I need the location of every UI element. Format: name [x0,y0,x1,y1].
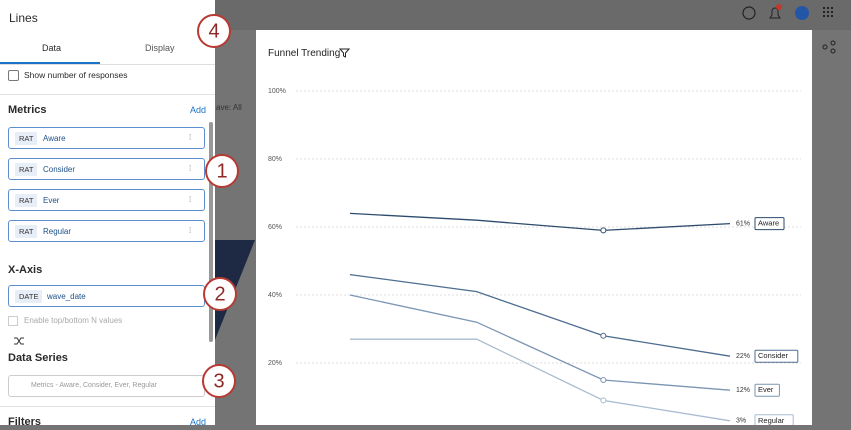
series-input[interactable]: Metrics - Aware, Consider, Ever, Regular [8,375,205,397]
checkbox[interactable] [8,316,18,326]
background-shape [215,240,255,340]
legend-label: Regular [758,416,785,425]
filter-icon[interactable] [338,48,351,58]
bell-icon[interactable] [769,7,781,19]
drag-handle: ⁞ [189,164,192,173]
legend-box [754,349,799,363]
field-tag: RAT [15,194,38,207]
top-bar [215,0,851,30]
y-tick-label: 100% [268,88,286,95]
y-tick-label: 80% [268,156,282,163]
field-label: wave_date [47,292,86,301]
checkbox-label: Enable top/bottom N values [24,316,123,325]
tab[interactable]: Data [42,43,62,53]
field-tag: RAT [15,163,38,176]
field-tag: RAT [15,225,38,238]
value-label: 22% [736,353,750,360]
y-tick-label: 40% [268,292,282,299]
y-tick-label: 60% [268,224,282,231]
avatar[interactable] [795,6,809,20]
y-tick-label: 20% [268,360,282,367]
drag-handle: ⁞ [189,195,192,204]
drag-handle: ⁞ [189,226,192,235]
divider [0,406,215,407]
series-line [349,212,731,232]
point [600,377,607,383]
tab-indicator [0,62,100,64]
checkbox[interactable] [8,70,19,81]
side-panel: Lines Data Display Show number of respon… [0,0,215,428]
background-filter: ave: All [216,103,242,112]
section-heading: Data Series [8,352,68,364]
placeholder: Metrics - Aware, Consider, Ever, Regular [31,382,157,389]
shuffle-icon[interactable] [13,336,25,346]
divider [0,64,215,65]
chart-card: Funnel Trending 20% 40% 60% 80% 100% 61% Aware… [256,30,812,428]
chart-title: Funnel Trending [268,48,340,59]
share-icon[interactable] [822,40,836,54]
metric-item[interactable]: RAT Consider ⁞ [8,158,205,180]
series-line [349,294,731,391]
legend-box [754,217,785,231]
toolbar-icons [742,4,836,54]
point [600,397,607,404]
series-line [350,338,731,422]
field-label: Regular [43,227,72,236]
section-heading: Filters [8,416,42,428]
section-heading: Metrics [8,104,47,116]
tab[interactable]: Display [145,43,175,53]
point [600,227,607,234]
field-label: Aware [43,134,66,143]
annotation-number: 1 [216,160,227,182]
metric-item[interactable]: RAT Aware ⁞ [8,127,205,149]
value-label: 12% [736,387,750,394]
metric-item[interactable]: RAT Ever ⁞ [8,189,205,211]
annotation-number: 3 [213,370,224,392]
x-axis-field[interactable]: DATE wave_date [8,285,205,307]
apps-icon[interactable] [823,7,833,17]
panel-title[interactable]: Lines [9,11,38,25]
drag-handle: ⁞ [189,133,192,142]
add-button[interactable]: Add [190,105,207,115]
divider [0,94,215,95]
metric-item[interactable]: RAT Regular ⁞ [8,220,205,242]
section-heading: X-Axis [8,264,43,276]
legend-label: Aware [758,219,779,228]
legend-box [754,383,780,397]
legend-label: Consider [758,351,789,360]
value-label: 3% [736,418,746,425]
point [600,332,607,339]
field-label: Ever [43,196,60,205]
help-icon[interactable] [742,6,756,20]
scrollbar[interactable] [209,122,213,342]
series-line [349,273,731,357]
chart: Funnel Trending 20% 40% 60% 80% 100% 61% Aware… [268,48,801,428]
add-button[interactable]: Add [190,417,207,427]
legend-label: Ever [758,385,774,394]
field-label: Consider [43,165,76,174]
field-tag: RAT [15,132,38,145]
value-label: 61% [736,220,750,227]
field-tag: DATE [15,290,43,303]
checkbox-label: Show number of responses [24,70,128,80]
